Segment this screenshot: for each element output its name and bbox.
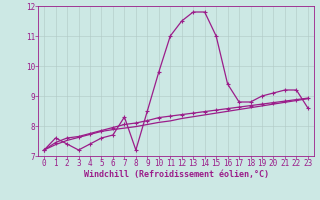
X-axis label: Windchill (Refroidissement éolien,°C): Windchill (Refroidissement éolien,°C) [84, 170, 268, 179]
